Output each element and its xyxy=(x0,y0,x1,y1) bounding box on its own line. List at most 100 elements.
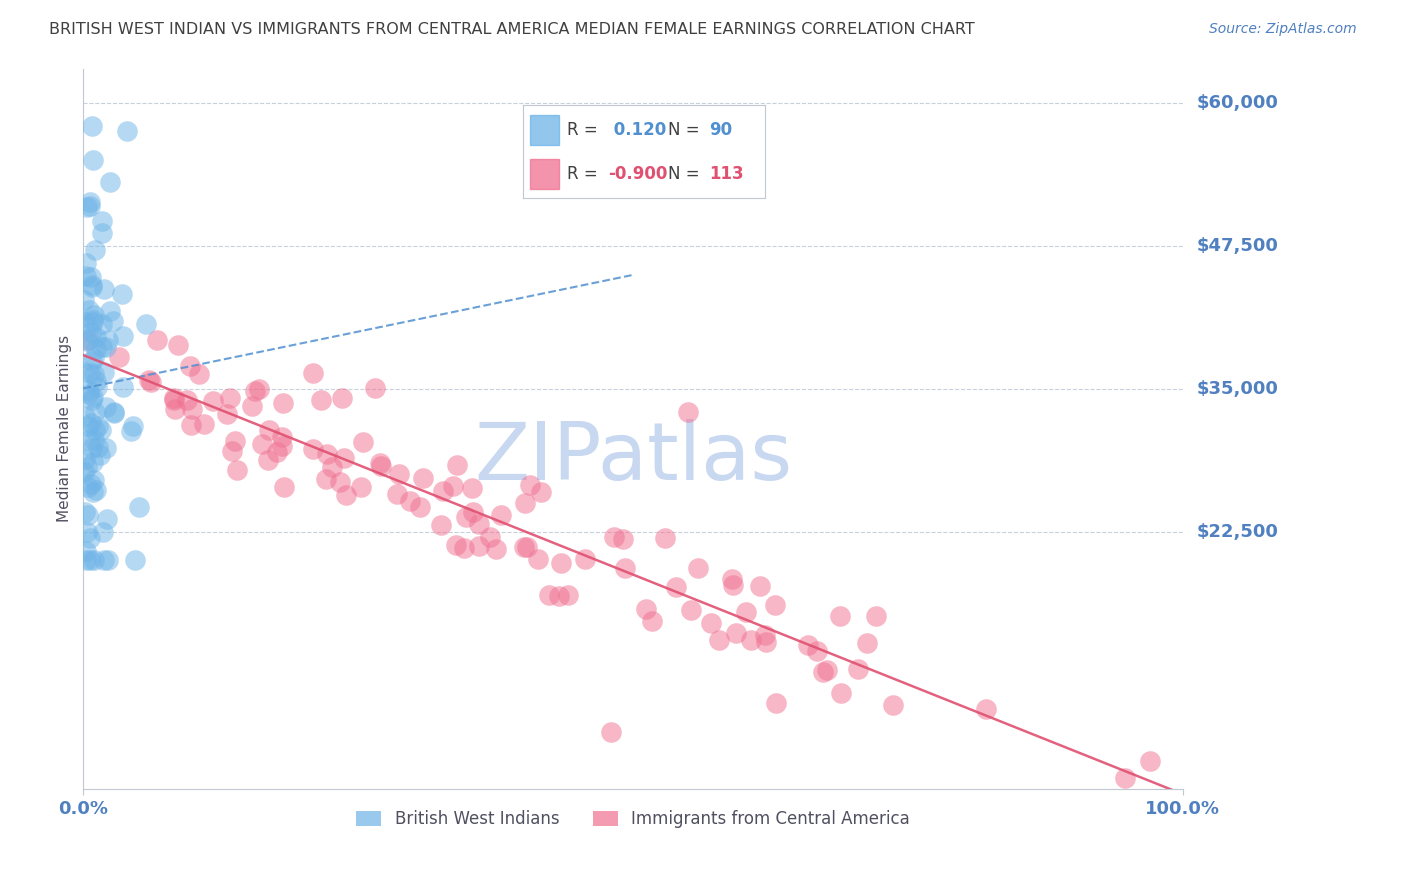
Point xyxy=(82,455,104,469)
Point xyxy=(98,304,121,318)
Point xyxy=(84,423,107,437)
Point xyxy=(333,450,356,465)
Point xyxy=(315,447,337,461)
Point xyxy=(271,396,294,410)
Point xyxy=(96,441,118,455)
Point xyxy=(84,330,107,344)
Point xyxy=(76,508,98,523)
Point xyxy=(121,419,143,434)
Point xyxy=(240,399,263,413)
Point xyxy=(321,460,343,475)
Point xyxy=(93,282,115,296)
Point xyxy=(813,665,835,680)
Point xyxy=(73,409,96,423)
Point xyxy=(723,578,745,592)
Point xyxy=(441,479,464,493)
Point xyxy=(446,458,468,472)
Point xyxy=(94,340,117,354)
Point xyxy=(128,500,150,515)
Point xyxy=(247,382,270,396)
Point xyxy=(654,531,676,545)
Point xyxy=(79,531,101,545)
Point xyxy=(76,200,98,214)
Point xyxy=(463,505,485,519)
Point xyxy=(547,590,569,604)
Point xyxy=(120,425,142,439)
Point xyxy=(124,553,146,567)
Point xyxy=(468,517,491,532)
Point xyxy=(709,633,731,648)
Point xyxy=(89,449,111,463)
Point xyxy=(103,406,125,420)
Point xyxy=(350,480,373,494)
Point xyxy=(252,437,274,451)
Point xyxy=(187,367,209,381)
Point xyxy=(83,351,105,366)
Point xyxy=(82,353,104,368)
Point xyxy=(273,480,295,494)
Point xyxy=(75,544,97,558)
Point xyxy=(111,329,134,343)
Point xyxy=(329,475,352,490)
Point xyxy=(538,588,561,602)
Point xyxy=(479,530,502,544)
Point xyxy=(167,338,190,352)
Point xyxy=(80,119,103,133)
Text: $35,000: $35,000 xyxy=(1197,380,1278,398)
Point xyxy=(974,702,997,716)
Point xyxy=(225,463,247,477)
Point xyxy=(302,442,325,457)
Point xyxy=(735,605,758,619)
Point xyxy=(77,433,100,447)
Point xyxy=(96,512,118,526)
Point xyxy=(364,381,387,395)
Point xyxy=(412,471,434,485)
Point xyxy=(724,626,747,640)
Point xyxy=(135,317,157,331)
Point xyxy=(224,434,246,448)
Point xyxy=(83,367,105,381)
Point xyxy=(77,303,100,318)
Point xyxy=(73,365,96,379)
Point xyxy=(613,561,636,575)
Point xyxy=(77,387,100,401)
Point xyxy=(91,525,114,540)
Point xyxy=(82,280,104,294)
Point xyxy=(111,380,134,394)
Point xyxy=(856,635,879,649)
Point xyxy=(681,602,703,616)
Point xyxy=(80,417,103,431)
Point xyxy=(83,308,105,322)
Point xyxy=(79,384,101,399)
Point xyxy=(218,391,240,405)
Point xyxy=(740,633,762,648)
Point xyxy=(430,518,453,533)
Point xyxy=(146,333,169,347)
Point xyxy=(485,541,508,556)
Text: ZIPatlas: ZIPatlas xyxy=(474,418,792,497)
Point xyxy=(79,366,101,380)
Point xyxy=(806,644,828,658)
Point xyxy=(86,380,108,394)
Point xyxy=(76,333,98,347)
Y-axis label: Median Female Earnings: Median Female Earnings xyxy=(58,335,72,523)
Point xyxy=(94,400,117,414)
Point xyxy=(1139,754,1161,768)
Point xyxy=(75,553,97,567)
Point xyxy=(73,505,96,519)
Point xyxy=(641,614,664,628)
Point xyxy=(335,488,357,502)
Point xyxy=(179,359,201,373)
Point xyxy=(79,553,101,567)
Point xyxy=(87,419,110,434)
Point xyxy=(602,530,624,544)
Point xyxy=(73,452,96,467)
Point xyxy=(163,391,186,405)
Text: $22,500: $22,500 xyxy=(1197,523,1278,541)
Point xyxy=(815,664,838,678)
Point xyxy=(79,199,101,213)
Point xyxy=(612,532,634,546)
Point xyxy=(76,524,98,539)
Point xyxy=(245,384,267,399)
Point xyxy=(82,153,104,167)
